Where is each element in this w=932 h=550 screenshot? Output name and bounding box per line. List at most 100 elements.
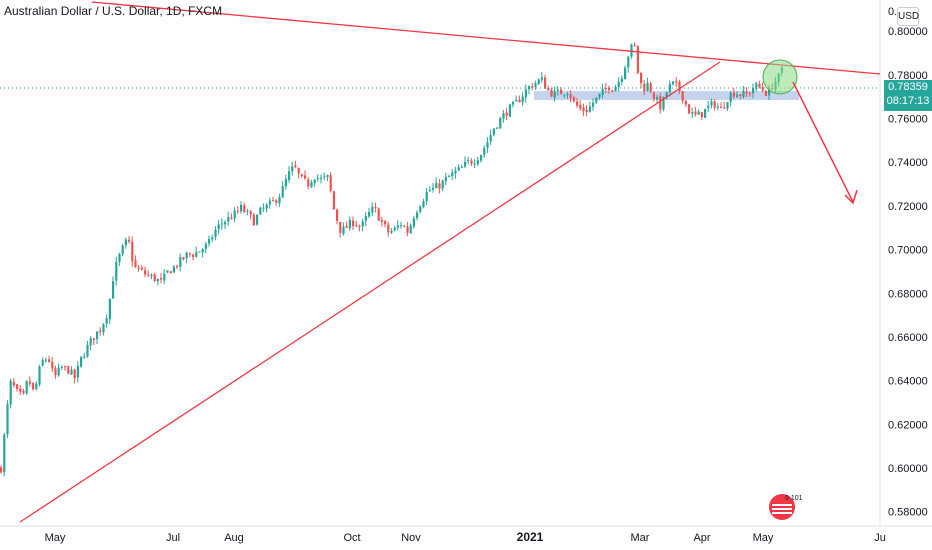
candle-body — [534, 83, 537, 87]
candle-body — [489, 135, 492, 142]
price-axis[interactable]: 0.80000 0.78000 0.76000 0.74000 0.72000 0.700… — [888, 26, 928, 519]
candle-body — [73, 369, 76, 379]
candle-body — [752, 87, 755, 94]
logo-caption: 9 101 — [785, 495, 803, 502]
candle-body — [310, 182, 313, 187]
price-tick-label: 0.72000 — [888, 201, 928, 213]
candle-body — [131, 241, 134, 262]
candle-body — [60, 367, 63, 369]
candle-body — [121, 245, 124, 255]
candle-body — [358, 225, 361, 227]
candle-body — [624, 67, 627, 80]
candle-body — [134, 260, 137, 267]
price-tick-label: 0.64000 — [888, 376, 928, 388]
candle-body — [684, 100, 687, 105]
candle-body — [739, 94, 742, 97]
candles-group — [0, 42, 783, 477]
candle-body — [672, 81, 675, 85]
candle-body — [12, 381, 15, 386]
candle-body — [617, 81, 620, 88]
candle-body — [329, 175, 332, 191]
candle-body — [182, 257, 185, 260]
candle-body — [384, 221, 387, 225]
candle-body — [758, 84, 761, 88]
time-tick-label: 2021 — [517, 530, 544, 544]
candle-body — [588, 106, 591, 112]
candle-body — [662, 97, 665, 110]
candle-body — [112, 281, 115, 299]
candle-body — [380, 220, 383, 222]
candle-body — [467, 160, 470, 162]
candle-body — [217, 224, 220, 229]
candle-body — [294, 165, 297, 168]
candle-body — [768, 88, 771, 96]
candle-body — [704, 108, 707, 118]
candle-body — [86, 344, 89, 357]
candle-body — [688, 104, 691, 114]
candle-body — [748, 93, 751, 95]
currency-badge[interactable]: USD — [897, 7, 919, 26]
candle-body — [640, 72, 643, 83]
candle-body — [630, 44, 633, 57]
candle-body — [9, 380, 12, 405]
candle-body — [579, 104, 582, 109]
candle-body — [198, 251, 201, 253]
candle-body — [188, 253, 191, 255]
candle-body — [342, 226, 345, 234]
candle-body — [627, 56, 630, 68]
candle-body — [675, 80, 678, 83]
candle-body — [422, 201, 425, 208]
time-axis[interactable]: May Jul Aug Oct Nov 2021 Mar Apr May Ju — [45, 530, 886, 544]
candle-body — [304, 175, 307, 179]
candle-body — [345, 225, 348, 228]
candle-body — [204, 244, 207, 249]
time-tick-label: Ju — [874, 532, 886, 544]
candle-body — [300, 174, 303, 177]
candle-body — [659, 96, 662, 110]
candle-body — [64, 366, 67, 368]
candle-body — [313, 179, 316, 184]
tradingview-logo-icon[interactable]: 9 101 — [768, 492, 808, 522]
candle-body — [252, 215, 255, 226]
candle-body — [681, 91, 684, 101]
candle-body — [28, 381, 31, 384]
candle-body — [284, 179, 287, 187]
candle-body — [108, 298, 111, 320]
descending-trendline[interactable] — [91, 1, 881, 75]
candle-body — [374, 206, 377, 208]
candle-body — [44, 359, 47, 361]
candle-body — [486, 142, 489, 148]
highlight-circle[interactable] — [762, 59, 798, 95]
candle-body — [499, 118, 502, 129]
candle-body — [224, 222, 227, 225]
candle-body — [726, 102, 729, 109]
candle-body — [102, 324, 105, 333]
candle-body — [556, 89, 559, 92]
ascending-trendline[interactable] — [19, 61, 721, 523]
candle-body — [41, 360, 44, 366]
candle-body — [604, 88, 607, 90]
candle-body — [480, 155, 483, 161]
candle-body — [240, 204, 243, 212]
time-tick-label: Apr — [693, 532, 710, 544]
candle-body — [67, 366, 70, 374]
candle-body — [259, 207, 262, 215]
candle-body — [115, 261, 118, 281]
candle-body — [185, 252, 188, 259]
time-tick-label: May — [753, 532, 774, 544]
candle-body — [316, 177, 319, 179]
candle-body — [377, 208, 380, 221]
candle-body — [76, 365, 79, 378]
candle-body — [230, 217, 233, 220]
time-tick-label: Nov — [401, 532, 421, 544]
candle-body — [755, 83, 758, 89]
candle-body — [553, 91, 556, 98]
candle-body — [508, 104, 511, 117]
candle-body — [355, 225, 358, 227]
candle-body — [707, 105, 710, 108]
candle-body — [528, 86, 531, 90]
candle-body — [592, 102, 595, 107]
projection-arrow-line[interactable] — [792, 81, 854, 203]
candle-body — [649, 83, 652, 92]
